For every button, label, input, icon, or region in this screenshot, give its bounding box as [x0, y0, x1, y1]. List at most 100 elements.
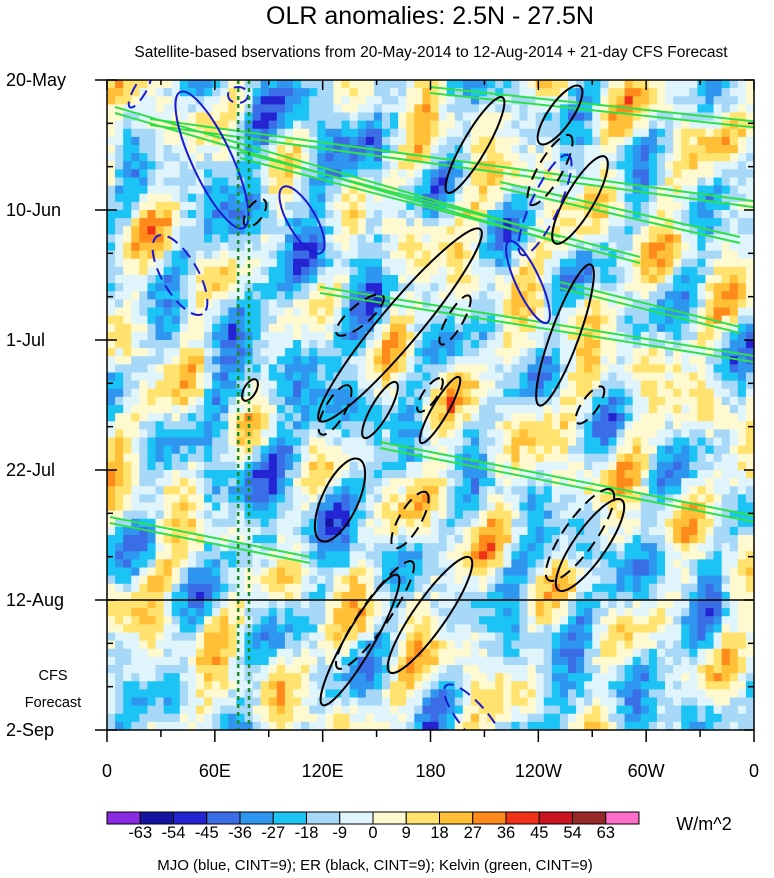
anomaly-cell: [236, 421, 246, 430]
anomaly-cell: [559, 543, 569, 552]
anomaly-cell: [163, 275, 173, 284]
anomaly-cell: [737, 161, 747, 170]
anomaly-cell: [495, 445, 504, 455]
anomaly-cell: [365, 461, 375, 471]
anomaly-cell: [398, 218, 407, 227]
anomaly-cell: [293, 96, 302, 105]
anomaly-cell: [333, 356, 343, 365]
anomaly-cell: [511, 437, 521, 447]
anomaly-cell: [438, 535, 448, 544]
anomaly-cell: [139, 201, 149, 211]
anomaly-cell: [301, 258, 310, 268]
anomaly-cell: [293, 266, 302, 276]
anomaly-cell: [373, 169, 383, 179]
anomaly-cell: [479, 161, 488, 170]
anomaly-cell: [705, 307, 715, 317]
anomaly-cell: [204, 429, 213, 439]
anomaly-cell: [559, 169, 569, 179]
anomaly-cell: [462, 112, 472, 122]
anomaly-cell: [212, 242, 221, 252]
anomaly-cell: [398, 169, 407, 179]
anomaly-cell: [592, 104, 601, 114]
anomaly-cell: [470, 413, 480, 422]
anomaly-cell: [470, 388, 480, 398]
anomaly-cell: [390, 128, 399, 138]
anomaly-cell: [147, 486, 157, 495]
anomaly-cell: [212, 80, 221, 89]
anomaly-cell: [616, 161, 626, 170]
anomaly-cell: [705, 88, 715, 97]
anomaly-cell: [705, 518, 715, 528]
anomaly-cell: [301, 112, 310, 122]
anomaly-cell: [341, 372, 351, 382]
anomaly-cell: [495, 429, 504, 439]
anomaly-cell: [390, 437, 399, 447]
anomaly-cell: [357, 551, 367, 560]
anomaly-cell: [640, 470, 650, 479]
anomaly-cell: [495, 526, 504, 536]
anomaly-cell: [519, 429, 529, 439]
anomaly-cell: [713, 283, 723, 292]
anomaly-cell: [567, 283, 577, 292]
anomaly-cell: [479, 266, 488, 276]
anomaly-cell: [228, 437, 237, 447]
anomaly-cell: [284, 396, 294, 406]
anomaly-cell: [745, 315, 754, 325]
anomaly-cell: [163, 551, 173, 560]
anomaly-cell: [406, 210, 415, 219]
anomaly-cell: [139, 575, 149, 585]
anomaly-cell: [333, 543, 343, 552]
anomaly-cell: [317, 502, 326, 512]
anomaly-cell: [284, 494, 294, 504]
anomaly-cell: [341, 291, 351, 300]
anomaly-cell: [681, 250, 690, 260]
anomaly-cell: [179, 299, 189, 309]
anomaly-cell: [543, 478, 553, 487]
anomaly-cell: [252, 153, 262, 162]
anomaly-cell: [204, 575, 213, 585]
anomaly-cell: [147, 364, 157, 374]
anomaly-cell: [567, 470, 577, 479]
anomaly-cell: [398, 104, 407, 114]
anomaly-cell: [414, 543, 424, 552]
anomaly-cell: [511, 510, 521, 520]
anomaly-cell: [430, 340, 440, 349]
anomaly-cell: [147, 429, 157, 439]
anomaly-cell: [422, 461, 432, 471]
anomaly-cell: [519, 405, 529, 414]
anomaly-cell: [293, 567, 302, 577]
anomaly-cell: [333, 210, 343, 219]
anomaly-cell: [705, 421, 715, 430]
anomaly-cell: [535, 96, 545, 105]
anomaly-cell: [212, 323, 221, 333]
anomaly-cell: [673, 364, 682, 374]
anomaly-cell: [373, 380, 383, 390]
anomaly-cell: [438, 478, 448, 487]
anomaly-cell: [551, 218, 561, 227]
anomaly-cell: [543, 543, 553, 552]
anomaly-cell: [665, 96, 674, 105]
anomaly-cell: [252, 226, 262, 235]
anomaly-cell: [608, 275, 618, 284]
anomaly-cell: [446, 331, 456, 341]
anomaly-cell: [697, 169, 707, 179]
anomaly-cell: [398, 283, 407, 292]
anomaly-cell: [252, 275, 262, 284]
anomaly-cell: [179, 575, 189, 585]
anomaly-cell: [576, 510, 585, 520]
anomaly-cell: [624, 356, 634, 365]
anomaly-cell: [390, 242, 399, 252]
anomaly-cell: [592, 445, 601, 455]
anomaly-cell: [276, 315, 286, 325]
anomaly-cell: [640, 535, 650, 544]
anomaly-cell: [438, 567, 448, 577]
anomaly-cell: [543, 210, 553, 219]
anomaly-cell: [495, 291, 504, 300]
anomaly-cell: [373, 421, 383, 430]
anomaly-cell: [495, 494, 504, 504]
anomaly-cell: [398, 331, 407, 341]
anomaly-cell: [454, 518, 464, 528]
anomaly-cell: [107, 413, 116, 422]
anomaly-cell: [632, 445, 642, 455]
anomaly-cell: [195, 242, 205, 252]
